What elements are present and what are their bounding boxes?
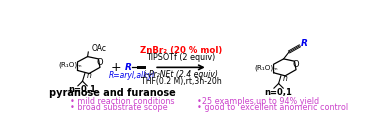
Text: •25 examples,up to 94% yield: •25 examples,up to 94% yield [197, 97, 319, 106]
Text: TIPSOTf (2 equiv): TIPSOTf (2 equiv) [146, 53, 215, 62]
Text: pyranose and furanose: pyranose and furanose [49, 88, 175, 98]
Text: n: n [86, 71, 91, 80]
Text: • broad substrate scope: • broad substrate scope [71, 103, 168, 112]
Text: R: R [125, 63, 132, 72]
Text: (R₁O)ₘ: (R₁O)ₘ [255, 64, 278, 71]
Text: n=0,1: n=0,1 [68, 85, 96, 94]
Text: R=aryl,alkyl: R=aryl,alkyl [108, 71, 155, 80]
Text: n: n [282, 74, 287, 83]
Text: O: O [293, 60, 299, 69]
Text: • good to  excellent anomeric control: • good to excellent anomeric control [197, 103, 348, 112]
Text: THF(0.2 M),rt,3h-20h: THF(0.2 M),rt,3h-20h [141, 77, 221, 86]
Text: • mild reaction conditions: • mild reaction conditions [71, 97, 175, 106]
Text: OAc: OAc [91, 44, 107, 53]
Text: ZnBr₂ (20 % mol): ZnBr₂ (20 % mol) [140, 46, 222, 55]
Text: +: + [111, 61, 122, 74]
Text: R: R [301, 39, 307, 48]
Text: (R₁O)ₘ: (R₁O)ₘ [59, 62, 82, 68]
Text: n=0,1: n=0,1 [265, 88, 293, 96]
Text: O: O [97, 58, 103, 67]
Text: i-Pr₂NEt (2.4 equiv): i-Pr₂NEt (2.4 equiv) [144, 70, 218, 79]
